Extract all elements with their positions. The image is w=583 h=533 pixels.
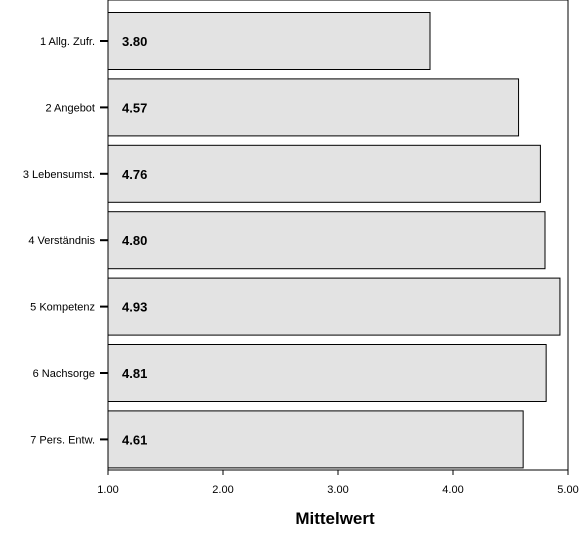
data-label-6: 4.81	[122, 366, 147, 381]
y-tick-label-1: 1 Allg. Zufr.	[40, 36, 95, 48]
x-tick-label-3: 3.00	[327, 484, 348, 496]
data-label-7: 4.61	[122, 432, 147, 447]
y-tick-label-5: 5 Kompetenz	[30, 302, 95, 314]
y-tick-label-2: 2 Angebot	[45, 102, 95, 114]
x-tick-label-4: 4.00	[442, 484, 463, 496]
data-label-2: 4.57	[122, 100, 147, 115]
y-tick-label-7: 7 Pers. Entw.	[30, 434, 95, 446]
x-tick-label-5: 5.00	[557, 484, 578, 496]
data-label-5: 4.93	[122, 300, 147, 315]
x-axis-title: Mittelwert	[295, 509, 375, 528]
x-tick-label-2: 2.00	[212, 484, 233, 496]
data-label-1: 3.80	[122, 34, 147, 49]
bar-6	[107, 344, 547, 402]
y-tick-label-6: 6 Nachsorge	[33, 368, 95, 380]
bar-2	[107, 78, 520, 137]
x-axis: 1.00 2.00 3.00 4.00 5.00	[97, 470, 579, 496]
y-tick-label-3: 3 Lebensumst.	[23, 169, 95, 181]
data-label-4: 4.80	[122, 233, 147, 248]
y-tick-label-4: 4 Verständnis	[28, 235, 95, 247]
x-tick-label-1: 1.00	[97, 484, 118, 496]
bar-4	[107, 211, 546, 270]
bar-5	[107, 277, 561, 336]
bar-1	[107, 12, 431, 70]
bar-7	[107, 410, 524, 469]
data-label-3: 4.76	[122, 167, 147, 182]
bar-3	[107, 144, 541, 203]
y-axis: 1 Allg. Zufr. 2 Angebot 3 Lebensumst. 4 Ver…	[23, 36, 108, 446]
bars-group: 3.80 4.57 4.76 4.80 4.93 4.81 4.61	[107, 12, 561, 469]
